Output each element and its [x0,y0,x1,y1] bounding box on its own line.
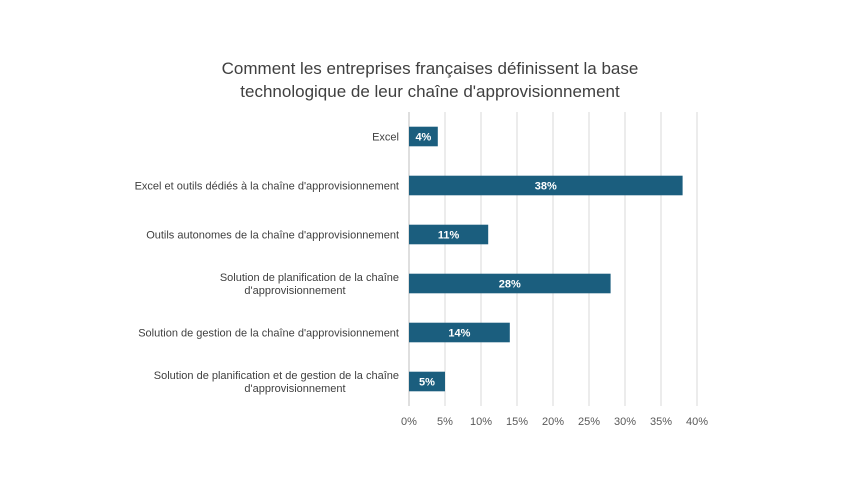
bars: 4% 38% 11% 28% 14% 5% [409,126,683,392]
data-label: 5% [419,377,435,389]
bar [409,175,683,196]
gridlines [444,112,698,406]
bar [409,224,489,245]
bar [409,322,510,343]
category-label: Outils autonomes de la chaîne d'approvis… [146,230,399,242]
chart-title: Comment les entreprises françaises défin… [130,57,730,103]
data-label: 4% [415,132,431,144]
x-tick-label: 30% [614,416,636,428]
bar [409,126,438,147]
x-tick-label: 15% [506,416,528,428]
x-tick-label: 0% [401,416,417,428]
x-tick-label: 10% [470,416,492,428]
bar [409,371,445,392]
chart-title-line-1: Comment les entreprises françaises défin… [221,59,639,78]
x-tick-label: 25% [578,416,600,428]
data-label: 28% [499,279,521,291]
category-label: Solution de gestion de la chaîne d'appro… [138,328,399,340]
x-tick-labels: 0% 5% 10% 15% 20% 25% 30% 35% 40% [401,416,708,428]
x-tick-label: 40% [686,416,708,428]
category-label-line-2: d'approvisionnement [244,383,345,395]
data-label: 11% [438,230,460,242]
category-label-line-2: d'approvisionnement [244,285,345,297]
chart-title-line-2: technologique de leur chaîne d'approvisi… [240,82,620,101]
data-label: 14% [448,328,470,340]
category-labels: Excel Excel et outils dédiés à la chaîne … [135,132,399,396]
x-tick-label: 35% [650,416,672,428]
x-tick-label: 20% [542,416,564,428]
category-label: Excel et outils dédiés à la chaîne d'app… [135,181,399,193]
category-label: Solution de planification et de gestion … [154,370,399,382]
bar [409,273,611,294]
category-label: Excel [372,132,399,144]
x-tick-label: 5% [437,416,453,428]
data-label: 38% [535,181,557,193]
category-label: Solution de planification de la chaîne [220,272,399,284]
